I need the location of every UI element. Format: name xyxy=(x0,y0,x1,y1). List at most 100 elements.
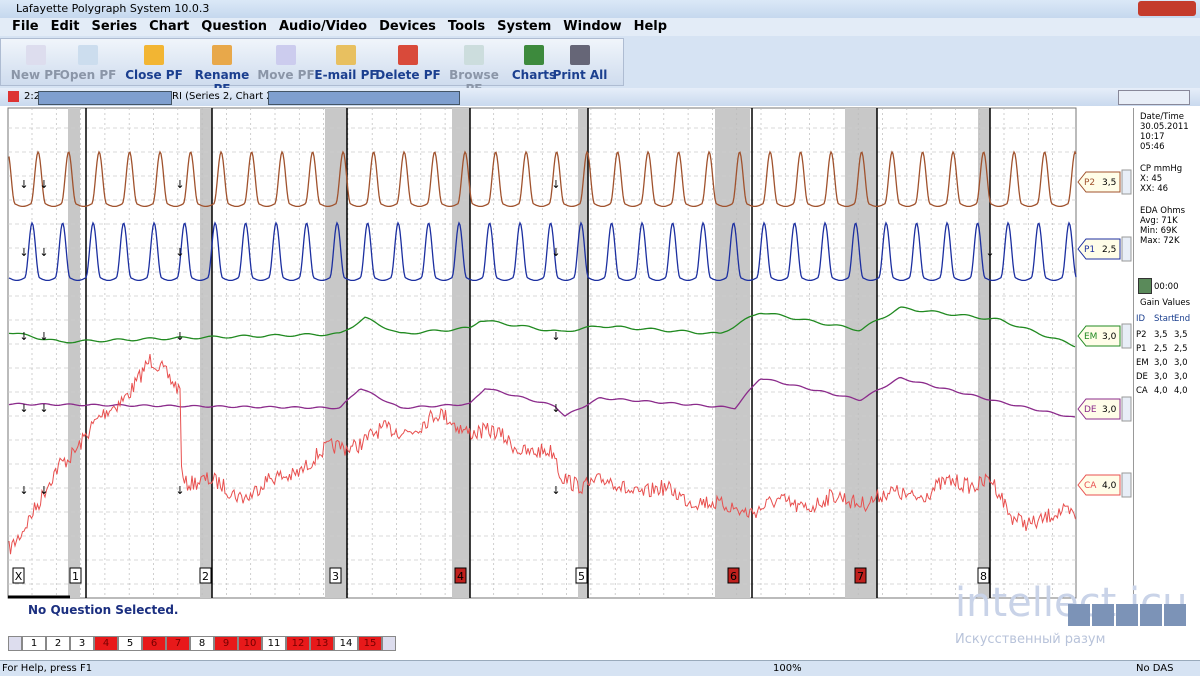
event-arrow: ↓ xyxy=(39,402,48,415)
question-label: 4 xyxy=(457,570,464,583)
end-button[interactable] xyxy=(1164,604,1186,626)
table-cell: 3,0 xyxy=(1174,372,1188,382)
channel-gain: 4,0 xyxy=(1102,481,1117,491)
gain-spinner[interactable] xyxy=(1121,396,1132,422)
chart-id: 2:2 xyxy=(24,91,41,102)
question-marker[interactable] xyxy=(69,567,82,584)
chart-tab[interactable]: 12 xyxy=(286,636,310,651)
toolbar-icon xyxy=(524,45,544,65)
question-marker[interactable] xyxy=(854,567,867,584)
pause-button[interactable] xyxy=(1116,604,1138,626)
toolbar-icon xyxy=(78,45,98,65)
info-panel: Date/Time 30.05.2011 10:17 05:46 CP mmHg X: 4… xyxy=(1133,108,1192,598)
info-text: 00:00 xyxy=(1154,282,1179,292)
rewind-button[interactable] xyxy=(1068,604,1090,626)
menu-item[interactable]: File xyxy=(12,19,39,34)
menu-item[interactable]: Devices xyxy=(379,19,436,34)
table-cell: 2,5 xyxy=(1154,344,1168,354)
chart-tab[interactable]: 14 xyxy=(334,636,358,651)
chart-tab[interactable]: 11 xyxy=(262,636,286,651)
toolbar-button[interactable]: Close PF xyxy=(119,39,189,85)
menu-item[interactable]: System xyxy=(497,19,552,34)
window-controls[interactable] xyxy=(1138,1,1196,16)
channel-tag xyxy=(1077,325,1121,347)
gain-spinner[interactable] xyxy=(1121,169,1132,195)
question-label: 6 xyxy=(730,570,737,583)
chart-tab[interactable]: 10 xyxy=(238,636,262,651)
event-arrow: ↓ xyxy=(19,402,28,415)
toolbar-button[interactable]: Charts xyxy=(499,39,569,85)
info-text: 10:17 xyxy=(1140,132,1165,142)
chart-tab[interactable]: 6 xyxy=(142,636,166,651)
gain-spinner[interactable] xyxy=(1121,472,1132,498)
question-marker[interactable] xyxy=(977,567,990,584)
chart-tab[interactable]: 9 xyxy=(214,636,238,651)
question-marker[interactable] xyxy=(329,567,342,584)
chart-tabs: 1 2 3 4 5 6 7 8 9 10 11 12 13 14 15 xyxy=(8,636,396,651)
chart-tab[interactable]: 2 xyxy=(46,636,70,651)
toolbar-label: Move PF xyxy=(257,68,315,82)
toolbar-button[interactable]: Delete PF xyxy=(373,39,443,85)
toolbar-button[interactable]: Print All xyxy=(545,39,615,85)
chart-tab[interactable]: 8 xyxy=(190,636,214,651)
timer-icon xyxy=(1138,278,1152,294)
status-das: No DAS xyxy=(1136,663,1174,674)
toolbar-icon xyxy=(398,45,418,65)
chart-tab[interactable]: 1 xyxy=(22,636,46,651)
chart-tab[interactable]: 15 xyxy=(358,636,382,651)
app-title: Lafayette Polygraph System 10.0.3 xyxy=(16,2,210,15)
channel-gain: 2,5 xyxy=(1102,245,1116,255)
forward-button[interactable] xyxy=(1092,604,1114,626)
toolbar-button[interactable]: New PF xyxy=(1,39,71,85)
menu-bar: File Edit Series Chart Question Audio/Video De… xyxy=(0,18,1200,36)
info-text: Avg: 71K xyxy=(1140,216,1178,226)
toolbar-label: Charts xyxy=(511,68,557,82)
menu-item[interactable]: Series xyxy=(91,19,138,34)
question-marker[interactable] xyxy=(575,567,588,584)
menu-item[interactable]: Chart xyxy=(149,19,190,34)
question-marker[interactable] xyxy=(12,567,25,584)
question-marker[interactable] xyxy=(454,567,467,584)
menu-item[interactable]: Edit xyxy=(50,19,80,34)
question-label: 2 xyxy=(202,570,209,583)
channel-gain: 3,0 xyxy=(1102,332,1117,342)
event-arrow: ↓ xyxy=(551,330,560,343)
menu-item[interactable]: Tools xyxy=(447,19,486,34)
question-band xyxy=(578,108,588,598)
question-band xyxy=(978,108,990,598)
chart-tab[interactable]: 5 xyxy=(118,636,142,651)
toolbar-button[interactable]: E-mail PF xyxy=(311,39,381,85)
table-cell: 3,0 xyxy=(1174,358,1188,368)
menu-item[interactable]: Question xyxy=(201,19,267,34)
channel-tag xyxy=(1077,238,1121,260)
table-cell: 3,5 xyxy=(1154,330,1168,340)
chart-tab[interactable]: 13 xyxy=(310,636,334,651)
menu-item[interactable]: Window xyxy=(563,19,622,34)
scroll-right[interactable] xyxy=(382,636,396,651)
chart-caption: RI (Series 2, Chart 2 - RI) xyxy=(172,91,297,102)
menu-item[interactable]: Help xyxy=(633,19,668,34)
scroll-left[interactable] xyxy=(8,636,22,651)
gain-spinner[interactable] xyxy=(1121,236,1132,262)
chart-tab[interactable]: 3 xyxy=(70,636,94,651)
channel-id: DE xyxy=(1084,405,1097,415)
question-marker[interactable] xyxy=(727,567,740,584)
table-cell: 3,0 xyxy=(1154,372,1168,382)
chart-tab[interactable]: 7 xyxy=(166,636,190,651)
gain-spinner[interactable] xyxy=(1121,323,1132,349)
toolbar-icon xyxy=(144,45,164,65)
toolbar-icon xyxy=(276,45,296,65)
toolbar-button[interactable]: Move PF xyxy=(251,39,321,85)
chart-tab[interactable]: 4 xyxy=(94,636,118,651)
field xyxy=(38,91,172,105)
table-header: Start xyxy=(1154,314,1175,324)
stop-button[interactable] xyxy=(1140,604,1162,626)
toolbar-button[interactable]: Rename PF xyxy=(187,39,257,96)
trace xyxy=(8,354,1076,555)
toolbar-button[interactable]: Open PF xyxy=(53,39,123,85)
window-buttons[interactable] xyxy=(1118,90,1190,105)
event-arrow: ↓ xyxy=(19,484,28,497)
menu-item[interactable]: Audio/Video xyxy=(279,19,368,34)
question-marker[interactable] xyxy=(199,567,212,584)
info-text: EDA Ohms xyxy=(1140,206,1186,216)
